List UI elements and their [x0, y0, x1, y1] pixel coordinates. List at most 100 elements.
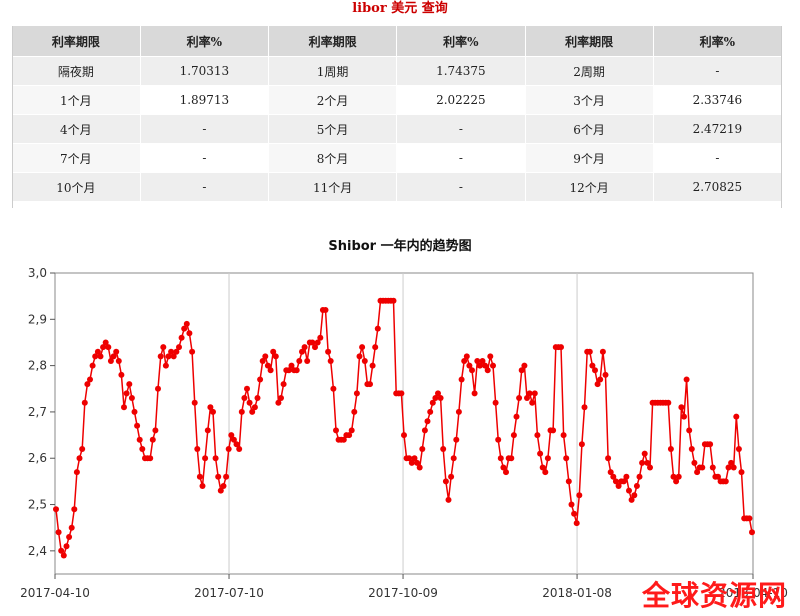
data-point: [738, 469, 745, 476]
cell-rate: 2.47219: [653, 114, 783, 144]
header-rate-2: 利率%: [396, 26, 526, 57]
data-point: [542, 469, 549, 476]
data-point: [131, 408, 138, 415]
data-point: [280, 381, 287, 388]
data-point: [715, 473, 721, 480]
cell-rate: -: [653, 56, 783, 86]
data-point: [490, 362, 496, 369]
data-point: [55, 529, 62, 536]
data-point: [196, 473, 203, 480]
data-point: [722, 478, 729, 485]
data-point: [267, 367, 274, 374]
data-point: [183, 320, 190, 327]
data-point: [707, 441, 714, 448]
y-tick-label: 2,9: [28, 312, 47, 326]
chart-title: Shibor 一年内的趋势图: [328, 239, 472, 254]
data-point: [725, 464, 732, 471]
data-point: [246, 399, 253, 406]
data-point: [215, 473, 222, 480]
cell-term: 9个月: [525, 143, 654, 173]
data-point: [157, 353, 164, 360]
data-point: [681, 413, 687, 420]
data-point: [419, 446, 426, 452]
cell-rate: -: [396, 114, 526, 144]
x-tick-label: 2018-04-10: [718, 586, 788, 600]
table-row: 1个月 1.89713 2个月 2.02225 3个月 2.33746: [12, 85, 783, 115]
data-point: [398, 390, 405, 397]
x-tick-label: 2017-10-09: [368, 586, 438, 600]
data-point: [58, 547, 65, 554]
data-point: [474, 358, 481, 364]
data-point: [176, 344, 182, 351]
cell-term: 11个月: [268, 172, 398, 202]
cell-term: 6个月: [525, 114, 654, 144]
y-tick-label: 2,5: [28, 498, 47, 512]
data-point: [369, 362, 376, 369]
cell-term: 2周期: [525, 56, 654, 86]
data-point: [264, 362, 271, 369]
data-point: [348, 427, 355, 434]
data-point: [510, 432, 517, 439]
data-point: [94, 348, 101, 355]
data-point: [84, 381, 91, 388]
data-point: [408, 459, 415, 466]
data-point: [228, 432, 235, 439]
cell-term: 3个月: [525, 85, 654, 115]
data-point: [178, 334, 185, 341]
data-point: [448, 473, 455, 480]
data-point: [733, 413, 740, 420]
data-point: [529, 399, 536, 406]
data-point: [749, 529, 755, 536]
data-point: [746, 515, 753, 522]
cell-rate: 2.33746: [653, 85, 783, 115]
data-point: [126, 381, 133, 388]
data-point: [115, 358, 122, 364]
data-point: [421, 427, 428, 434]
data-point: [92, 353, 99, 360]
data-point: [573, 520, 580, 527]
table-header-row: 利率期限 利率% 利率期限 利率% 利率期限 利率%: [12, 26, 783, 57]
data-point: [317, 334, 324, 341]
data-point: [123, 390, 130, 397]
data-point: [356, 353, 363, 360]
data-point: [89, 362, 96, 369]
data-point: [471, 390, 478, 397]
data-point: [728, 459, 735, 466]
cell-rate: 1.74375: [396, 56, 526, 86]
data-point: [730, 464, 737, 471]
data-point: [314, 339, 321, 346]
data-point: [647, 464, 653, 471]
data-point: [605, 455, 612, 462]
data-point: [644, 459, 651, 466]
data-point: [578, 441, 585, 448]
data-point: [210, 408, 216, 415]
data-point: [688, 446, 695, 452]
data-point: [675, 473, 682, 480]
data-point: [623, 473, 630, 480]
data-point: [492, 399, 499, 406]
data-point: [589, 362, 596, 369]
data-point: [66, 534, 73, 540]
data-point: [539, 464, 546, 471]
data-point: [411, 455, 418, 462]
data-point: [602, 371, 609, 378]
data-point: [121, 404, 127, 411]
data-point: [173, 348, 180, 355]
data-point: [683, 376, 690, 383]
data-point: [353, 390, 360, 397]
data-point: [518, 367, 525, 374]
data-point: [568, 501, 575, 508]
cell-rate: 2.02225: [396, 85, 526, 115]
table-row: 7个月 - 8个月 - 9个月 -: [12, 143, 783, 173]
data-point: [479, 358, 486, 364]
data-point: [181, 325, 188, 332]
data-point: [299, 348, 305, 355]
data-point: [340, 436, 347, 443]
data-point: [503, 469, 509, 476]
data-point: [333, 427, 339, 434]
data-point: [678, 404, 685, 411]
cell-term: 2个月: [268, 85, 398, 115]
header-rate-1: 利率%: [140, 26, 270, 57]
data-point: [147, 455, 154, 462]
data-point: [359, 344, 366, 351]
